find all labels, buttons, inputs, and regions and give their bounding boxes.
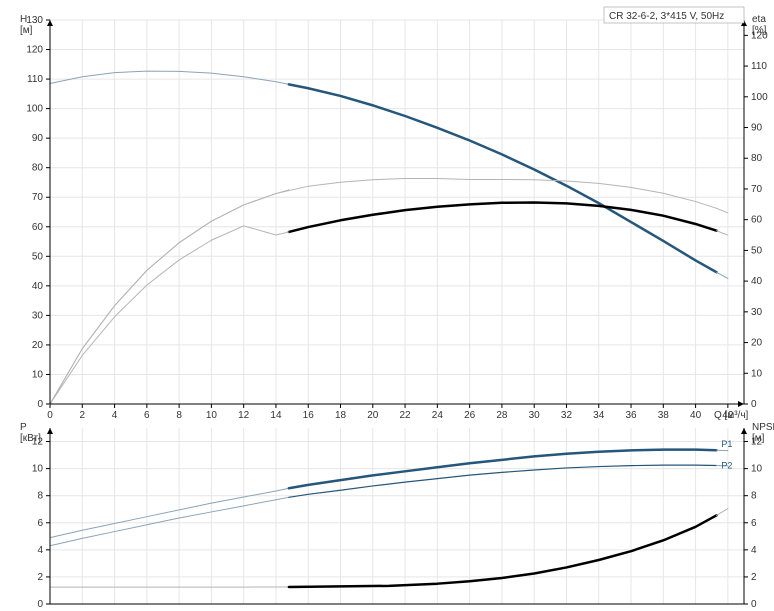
ytick-right-label: 0 [751,599,757,610]
xtick-label: 36 [625,410,637,421]
ytick-left-label: 60 [32,222,44,233]
xtick-label: 28 [496,410,508,421]
ytick-left-label: 2 [37,572,43,583]
y-left-label: P [20,422,27,433]
ytick-right-label: 40 [751,276,763,287]
xtick-label: 14 [270,410,282,421]
ytick-right-label: 30 [751,307,763,318]
xtick-label: 10 [206,410,218,421]
ytick-left-label: 100 [26,104,43,115]
y-right-label: [%] [752,25,767,36]
ytick-left-label: 50 [32,251,44,262]
ytick-right-label: 90 [751,123,763,134]
xtick-label: 26 [464,410,476,421]
ytick-left-label: 4 [37,545,43,556]
ytick-left-label: 30 [32,310,44,321]
ytick-left-label: 10 [32,464,44,475]
ytick-left-label: 0 [37,599,43,610]
ytick-left-label: 90 [32,133,44,144]
y-right-label: [м] [752,433,765,444]
xtick-label: 20 [367,410,379,421]
ytick-left-label: 40 [32,281,44,292]
ytick-right-label: 2 [751,572,757,583]
x-label: Q [м³/ч] [714,410,749,421]
ytick-right-label: 60 [751,215,763,226]
y-right-label: eta [752,14,766,25]
xtick-label: 16 [303,410,315,421]
xtick-label: 0 [47,410,53,421]
curve-label: P2 [721,461,732,471]
arrow-left-axis [47,428,53,434]
xtick-label: 34 [593,410,605,421]
ytick-left-label: 80 [32,163,44,174]
ytick-left-label: 120 [26,45,43,56]
ytick-right-label: 100 [751,92,768,103]
ytick-right-label: 6 [751,518,757,529]
curve-eta-total-thick [289,202,717,231]
ytick-right-label: 50 [751,245,763,256]
arrow-x-axis [738,401,744,407]
xtick-label: 8 [176,410,182,421]
xtick-label: 22 [400,410,412,421]
ytick-right-label: 20 [751,338,763,349]
curve-p2 [289,465,717,497]
ytick-right-label: 110 [751,61,767,72]
xtick-label: 24 [432,410,444,421]
xtick-label: 38 [658,410,670,421]
y-right-label: NPSH [752,422,774,433]
chart-title: CR 32-6-2, 3*415 V, 50Hz [609,11,724,22]
arrow-right-axis [741,428,747,434]
ytick-left-label: 70 [32,192,44,203]
ytick-right-label: 10 [751,368,763,379]
xtick-label: 18 [335,410,347,421]
xtick-label: 4 [112,410,118,421]
curve-label: P1 [721,439,732,449]
ytick-right-label: 80 [751,153,763,164]
curve-head-tail-thin [717,272,728,278]
xtick-label: 40 [690,410,702,421]
curve-eta-total-tail-thin [717,231,728,235]
xtick-label: 12 [238,410,250,421]
y-left-label: [кВт] [20,433,41,444]
xtick-label: 30 [529,410,541,421]
xtick-label: 2 [79,410,85,421]
ytick-right-label: 8 [751,491,757,502]
y-left-label: H [20,14,27,25]
pump-chart: 0246810121416182022242628303234363840420… [0,0,774,611]
curve-eta-total-thin-pre [50,190,289,404]
xtick-label: 6 [144,410,150,421]
y-left-label: [м] [20,25,33,36]
xtick-label: 32 [561,410,573,421]
ytick-left-label: 0 [37,399,43,410]
ytick-left-label: 10 [32,369,44,380]
ytick-left-label: 20 [32,340,44,351]
arrow-left-axis [47,20,53,26]
curve-head-thin [50,71,289,84]
ytick-right-label: 10 [751,464,763,475]
ytick-right-label: 0 [751,399,757,410]
ytick-left-label: 110 [27,74,43,85]
ytick-left-label: 8 [37,491,43,502]
curve-p2-thin-pre [50,497,289,545]
ytick-right-label: 70 [751,184,763,195]
ytick-left-label: 6 [37,518,43,529]
ytick-right-label: 4 [751,545,757,556]
curve-npsh-thick [289,515,717,587]
curve-head-thick [289,84,717,272]
curve-npsh-tail [717,509,728,516]
